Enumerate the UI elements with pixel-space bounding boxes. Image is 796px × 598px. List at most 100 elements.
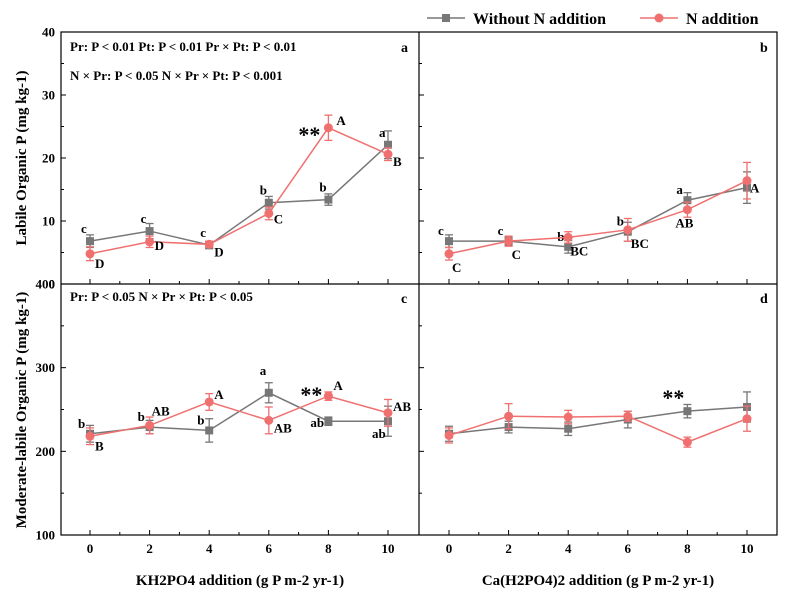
significance-letter: ab [372, 426, 386, 441]
series-line [449, 186, 748, 248]
x-tick-label: 2 [146, 541, 153, 556]
significance-stars: ** [662, 385, 684, 410]
data-point [564, 424, 573, 433]
significance-letter: c [498, 223, 504, 238]
x-tick-label: 6 [266, 541, 273, 556]
panel-label-a: a [401, 41, 408, 56]
significance-letter: ab [310, 415, 324, 430]
legend-label-without-n: Without N addition [473, 11, 606, 28]
y-tick-label: 10 [42, 214, 55, 229]
data-point [623, 225, 633, 235]
legend-marker-without-n [442, 14, 450, 22]
legend-label-n-addition: N addition [686, 11, 759, 28]
panel-label-b: b [760, 41, 768, 56]
significance-letter: b [319, 180, 326, 195]
data-point [205, 426, 214, 435]
significance-letter: a [260, 363, 267, 378]
x-tick-label: 8 [684, 541, 691, 556]
series-line [448, 415, 748, 443]
x-tick-label: 10 [382, 541, 395, 556]
data-point [564, 242, 573, 251]
significance-letter: D [155, 238, 164, 253]
series-line [448, 406, 748, 435]
significance-letter: a [676, 182, 683, 197]
data-point [85, 431, 95, 441]
significance-letter: C [512, 247, 521, 262]
y-tick-label: 100 [36, 528, 56, 543]
data-point [383, 149, 393, 159]
x-axis-label-left: KH2PO4 addition (g P m-2 yr-1) [136, 573, 344, 589]
data-point [445, 237, 453, 246]
x-tick-label: 6 [625, 541, 632, 556]
legend: Without N addition N addition [427, 11, 759, 28]
series-0-1: D D D C A B [85, 113, 402, 271]
data-point [683, 407, 692, 416]
significance-letter: b [260, 183, 267, 198]
series-line [89, 126, 389, 255]
panel-label-c: c [401, 292, 407, 307]
y-tick-label: 40 [42, 25, 55, 40]
significance-stars: ** [300, 382, 322, 407]
y-tick-label: 200 [36, 444, 56, 459]
data-point [264, 198, 273, 207]
data-point [384, 140, 392, 149]
x-tick-label: 4 [565, 541, 572, 556]
y-axis-label-top: Labile Organic P (mg kg-1) [14, 71, 30, 246]
x-tick-label: 10 [741, 541, 754, 556]
series-1-0: c c b b a [438, 171, 751, 254]
data-point [563, 232, 573, 242]
y-axis-label-bottom: Moderate-labile Organic P (mg kg-1) [14, 292, 30, 529]
significance-letter: D [95, 256, 104, 271]
significance-letter: c [81, 221, 87, 236]
y-tick-label: 20 [42, 151, 55, 166]
data-point [742, 176, 752, 186]
data-point [264, 208, 274, 218]
stats-a-line1: Pr: P < 0.01 Pt: P < 0.01 Pr × Pt: P < 0… [70, 39, 297, 54]
significance-letter: B [95, 438, 104, 453]
stats-c-line1: Pr: P < 0.05 N × Pr × Pt: P < 0.05 [70, 289, 253, 304]
data-point [563, 412, 573, 422]
data-point [324, 417, 333, 426]
y-tick-label: 300 [36, 360, 56, 375]
data-point [682, 205, 692, 215]
significance-stars: ** [298, 122, 320, 147]
significance-letter: C [274, 211, 283, 226]
significance-letter: b [138, 409, 145, 424]
significance-letter: AB [393, 399, 411, 414]
significance-letter: BC [570, 243, 588, 258]
y-tick-label: 30 [42, 88, 55, 103]
x-tick-label: 0 [87, 541, 94, 556]
data-point [323, 123, 333, 133]
data-point [504, 411, 514, 421]
data-point [85, 249, 95, 259]
significance-letter: A [750, 181, 760, 196]
data-point [383, 408, 393, 418]
x-tick-label: 0 [446, 541, 453, 556]
significance-letter: A [214, 387, 224, 402]
series-line [448, 180, 748, 255]
series-2-1: B AB A AB A AB [85, 378, 411, 453]
significance-letter: AB [274, 420, 292, 435]
x-tick-label: 2 [505, 541, 512, 556]
significance-letter: c [141, 211, 147, 226]
data-point [264, 388, 273, 397]
data-point [204, 397, 214, 407]
significance-letter: b [197, 412, 204, 427]
data-point [204, 239, 214, 249]
significance-letter: A [336, 113, 346, 128]
data-point [145, 237, 155, 247]
data-point [623, 411, 633, 421]
significance-letter: A [333, 378, 343, 393]
data-point [683, 196, 692, 205]
data-point [444, 430, 454, 440]
y-tick-label: 400 [36, 277, 56, 292]
y-tick-label: 0 [49, 277, 56, 292]
panel-label-d: d [760, 292, 768, 307]
significance-letter: D [214, 244, 223, 259]
legend-marker-n-addition [654, 13, 664, 23]
significance-letter: a [379, 125, 386, 140]
significance-letter: B [393, 154, 402, 169]
